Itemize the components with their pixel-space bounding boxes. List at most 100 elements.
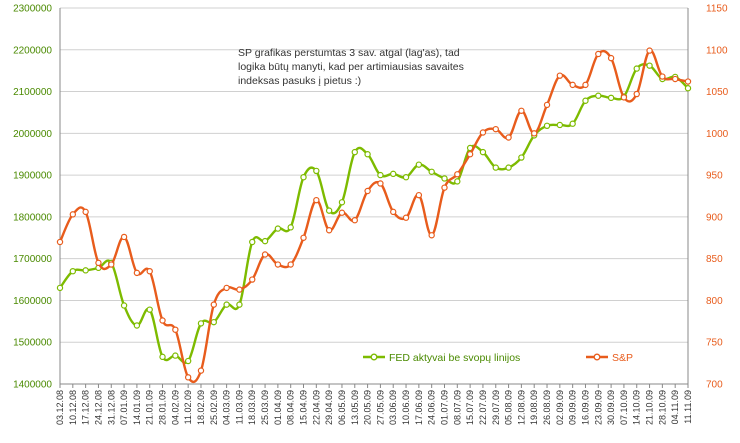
x-tick-label: 11.11.09: [683, 390, 693, 424]
left-tick-label: 2300000: [13, 4, 52, 15]
data-point-fed: [428, 168, 435, 175]
data-point-sp: [402, 214, 410, 221]
data-point-fed: [402, 173, 410, 181]
x-tick-label: 01.04.09: [273, 390, 283, 425]
data-point-sp: [582, 81, 589, 89]
left-tick-label: 1900000: [13, 171, 52, 182]
x-tick-label: 19.08.09: [529, 390, 539, 425]
data-point-sp: [441, 184, 448, 191]
left-tick-label: 1400000: [13, 380, 52, 391]
x-tick-label: 06.05.09: [337, 390, 347, 425]
series-line-sp: [58, 49, 689, 384]
data-point-sp: [56, 238, 64, 246]
x-tick-label: 11.02.09: [183, 390, 193, 424]
data-point-sp: [184, 374, 192, 381]
data-point-sp: [377, 180, 384, 187]
left-tick-label: 2000000: [13, 129, 52, 140]
x-tick-label: 13.05.09: [350, 390, 360, 425]
data-point-sp: [313, 196, 320, 204]
data-point-sp: [364, 187, 371, 195]
data-point-sp: [659, 73, 666, 80]
series-layer: [56, 47, 692, 384]
data-point-fed: [236, 301, 243, 308]
data-point-sp: [671, 75, 679, 83]
right-tick-label: 850: [706, 254, 723, 265]
annotation: SP grafikas perstumtas 3 sav. atgal (lag…: [238, 47, 464, 87]
data-point-fed: [210, 318, 217, 326]
x-tick-label: 29.04.09: [324, 390, 334, 425]
data-point-sp: [595, 50, 602, 58]
data-point-fed: [684, 85, 692, 92]
data-point-sp: [172, 326, 179, 333]
data-point-fed: [184, 357, 192, 365]
data-point-fed: [313, 167, 320, 175]
x-tick-label: 22.07.09: [478, 390, 488, 425]
data-point-sp: [607, 54, 615, 62]
x-tick-label: 22.04.09: [311, 390, 321, 425]
data-point-sp: [466, 151, 474, 158]
data-point-fed: [582, 97, 589, 104]
x-tick-label: 16.09.09: [580, 390, 590, 425]
x-tick-label: 26.08.09: [542, 390, 552, 425]
data-point-sp: [351, 217, 358, 224]
annotation-line-2: logika būtų manyti, kad per artimiausias…: [238, 61, 464, 73]
data-point-fed: [518, 154, 525, 161]
left-tick-label: 2100000: [13, 87, 52, 98]
data-point-fed: [133, 322, 141, 329]
data-point-sp: [492, 125, 499, 133]
data-point-sp: [338, 209, 346, 216]
x-tick-label: 30.09.09: [606, 390, 616, 425]
x-axis: 03.12.08 10.12.08 17.12.08 24.12.08 31.12.08…: [55, 383, 693, 425]
data-point-fed: [505, 164, 512, 171]
legend-item-fed: FED aktyvai be svopų linijos: [363, 352, 520, 364]
data-point-fed: [300, 173, 307, 181]
data-point-fed: [274, 225, 282, 232]
data-point-sp: [287, 261, 294, 268]
x-tick-label: 21.10.09: [645, 390, 655, 425]
series-fed: [56, 62, 692, 365]
left-tick-label: 1800000: [13, 212, 52, 223]
x-tick-label: 14.10.09: [632, 390, 642, 425]
data-point-sp: [300, 234, 307, 241]
data-point-sp: [505, 134, 512, 141]
right-tick-label: 1100: [706, 45, 728, 56]
data-point-sp: [569, 81, 576, 89]
data-point-fed: [569, 120, 576, 127]
annotation-line-3: indeksas pasuks į pietus :): [238, 75, 361, 87]
data-point-fed: [633, 65, 640, 72]
x-tick-label: 18.02.09: [196, 390, 206, 425]
data-point-fed: [159, 353, 166, 361]
x-tick-label: 23.09.09: [593, 390, 603, 425]
data-point-fed: [338, 199, 346, 206]
x-tick-label: 07.10.09: [619, 390, 629, 425]
x-tick-label: 18.03.09: [247, 390, 257, 425]
data-point-fed: [454, 178, 461, 185]
right-tick-label: 700: [706, 380, 723, 391]
data-point-sp: [210, 301, 217, 308]
right-tick-label: 1150: [706, 4, 728, 15]
x-tick-label: 17.06.09: [414, 390, 424, 425]
legend-label-fed: FED aktyvai be svopų linijos: [389, 352, 520, 364]
data-point-sp: [95, 259, 102, 267]
data-point-sp: [390, 208, 397, 216]
x-tick-label: 01.07.09: [439, 390, 449, 425]
data-point-sp: [684, 78, 692, 85]
data-point-fed: [543, 122, 551, 130]
data-point-sp: [120, 233, 128, 241]
data-point-fed: [69, 268, 77, 275]
x-tick-label: 24.06.09: [427, 390, 437, 425]
data-point-fed: [441, 175, 448, 182]
x-tick-label: 08.04.09: [286, 390, 296, 425]
data-point-sp: [249, 276, 256, 283]
data-point-sp: [543, 101, 551, 109]
x-tick-label: 28.10.09: [657, 390, 667, 425]
data-point-sp: [479, 129, 487, 136]
series-line-fed: [59, 63, 689, 364]
x-tick-label: 04.03.09: [222, 390, 232, 425]
data-point-fed: [325, 207, 333, 214]
left-tick-label: 1600000: [13, 296, 52, 307]
x-tick-label: 11.03.09: [234, 390, 244, 424]
data-point-sp: [223, 284, 230, 292]
data-point-sp: [620, 94, 628, 101]
x-tick-label: 31.12.08: [106, 390, 116, 425]
